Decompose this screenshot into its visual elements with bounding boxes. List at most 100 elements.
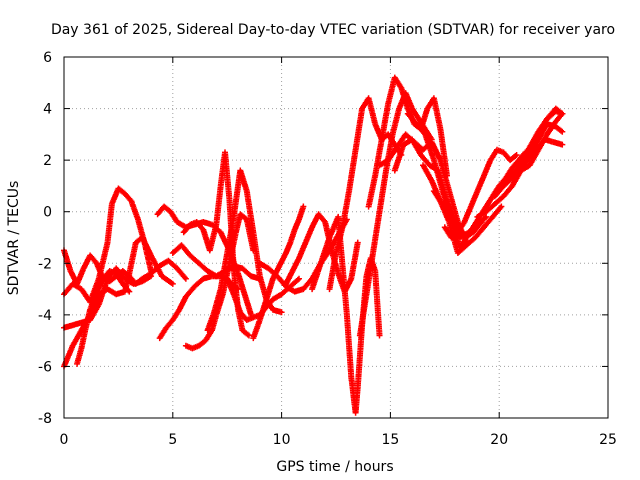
marker-run xyxy=(193,219,206,232)
marker-run xyxy=(302,225,315,246)
marker-run xyxy=(370,210,383,256)
data-series xyxy=(61,74,566,416)
marker-run xyxy=(333,225,346,256)
marker-run xyxy=(217,251,230,293)
marker-run xyxy=(372,138,385,179)
marker-run xyxy=(165,257,179,271)
marker-run xyxy=(446,188,461,224)
marker-run xyxy=(213,292,226,318)
y-axis-label: SDTVAR / TECUs xyxy=(6,181,22,296)
marker-run xyxy=(491,184,506,200)
marker-run xyxy=(326,251,339,293)
marker-run xyxy=(422,131,437,162)
marker-run xyxy=(391,74,404,90)
marker-run xyxy=(346,148,359,195)
marker-run xyxy=(224,215,237,256)
y-tick-label: 2 xyxy=(43,153,52,169)
marker-run xyxy=(467,189,480,210)
series-sat-m xyxy=(250,203,307,342)
marker-run xyxy=(378,102,391,143)
y-tick-label: 4 xyxy=(43,102,52,118)
marker-run xyxy=(158,273,175,286)
data-point xyxy=(245,332,252,339)
y-tick-label: 0 xyxy=(43,205,52,221)
marker-run xyxy=(202,328,214,344)
marker-run xyxy=(87,290,99,313)
marker-run xyxy=(78,326,89,352)
marker-run xyxy=(461,205,474,225)
data-point xyxy=(513,151,520,158)
marker-run xyxy=(454,220,467,236)
x-tick-label: 15 xyxy=(381,432,399,448)
marker-run xyxy=(430,157,446,193)
x-tick-label: 0 xyxy=(60,432,69,448)
marker-run xyxy=(352,107,365,153)
marker-run xyxy=(444,203,456,229)
marker-run xyxy=(385,145,399,164)
marker-run xyxy=(481,158,493,179)
series-sat-k xyxy=(204,167,285,334)
marker-run xyxy=(237,167,250,193)
marker-run xyxy=(269,292,284,303)
marker-run xyxy=(176,295,189,313)
marker-run xyxy=(276,251,289,269)
series-sat-r xyxy=(356,90,435,339)
marker-run xyxy=(237,211,249,222)
marker-run xyxy=(163,318,175,331)
marker-run xyxy=(300,277,314,293)
marker-run xyxy=(239,327,251,338)
marker-run xyxy=(191,276,205,290)
marker-run xyxy=(430,188,443,203)
marker-run xyxy=(195,260,210,273)
marker-run xyxy=(348,241,361,282)
y-tick-label: -2 xyxy=(38,256,52,272)
marker-run xyxy=(500,184,515,200)
marker-run xyxy=(230,291,243,314)
data-point xyxy=(296,275,303,282)
series-sat-ad xyxy=(518,105,566,169)
marker-run xyxy=(161,203,173,214)
marker-run xyxy=(169,308,182,323)
marker-run xyxy=(376,158,390,169)
data-point xyxy=(354,239,361,246)
marker-run xyxy=(437,198,449,209)
marker-run xyxy=(69,280,83,292)
marker-run xyxy=(502,166,515,182)
marker-run xyxy=(180,222,193,236)
marker-run xyxy=(265,265,279,279)
marker-run xyxy=(352,385,361,416)
marker-run xyxy=(356,292,370,339)
marker-run xyxy=(315,211,327,224)
marker-run xyxy=(148,252,165,278)
marker-run xyxy=(82,308,93,331)
marker-run xyxy=(93,277,106,295)
marker-run xyxy=(509,158,521,171)
marker-run xyxy=(448,230,460,241)
marker-run xyxy=(535,117,550,138)
data-point xyxy=(498,203,505,210)
marker-run xyxy=(365,95,378,126)
marker-run xyxy=(518,150,532,169)
data-point xyxy=(169,280,176,287)
marker-run xyxy=(206,223,219,254)
x-tick-label: 5 xyxy=(168,432,177,448)
data-point xyxy=(376,332,383,339)
data-point xyxy=(559,141,566,148)
marker-run xyxy=(533,137,547,153)
marker-run xyxy=(69,328,84,349)
marker-run xyxy=(363,251,376,298)
marker-run xyxy=(409,136,423,157)
marker-run xyxy=(106,274,118,285)
x-tick-label: 10 xyxy=(273,432,291,448)
marker-run xyxy=(243,188,256,234)
marker-run xyxy=(376,169,389,215)
chart-title: Day 361 of 2025, Sidereal Day-to-day VTE… xyxy=(51,22,615,38)
marker-run xyxy=(309,261,324,293)
marker-run xyxy=(115,185,127,196)
x-tick-label: 25 xyxy=(599,432,617,448)
data-point xyxy=(483,213,490,220)
x-tick-label: 20 xyxy=(490,432,508,448)
data-point xyxy=(126,288,133,295)
